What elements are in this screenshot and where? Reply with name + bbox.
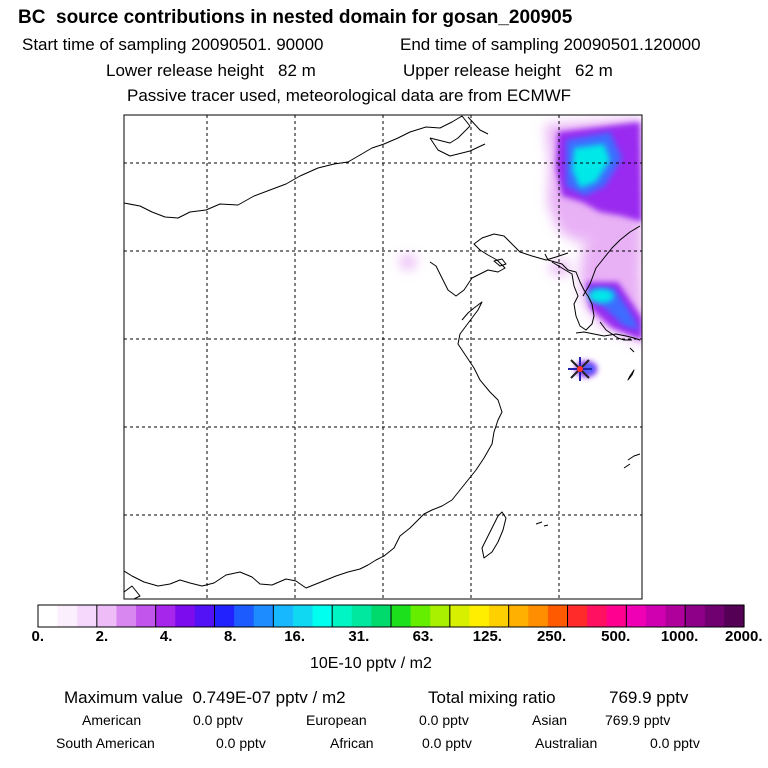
colorbar-swatch [253, 605, 274, 627]
colorbar-tick-label: 31. [348, 628, 370, 645]
colorbar-tick-label: 500. [601, 628, 631, 645]
african-label: African [330, 735, 374, 751]
colorbar-swatch [449, 605, 471, 627]
start-time-label: Start time of sampling 20090501. 90000 [22, 35, 324, 54]
colorbar-tick-label: 4. [159, 628, 173, 645]
colorbar-swatch [175, 605, 196, 627]
colorbar-swatch [685, 605, 706, 627]
colorbar-swatch [528, 605, 549, 627]
colorbar-swatch [38, 605, 59, 627]
upper-release-label: Upper release height 62 m [403, 61, 613, 80]
colorbar-swatch [312, 605, 333, 627]
lower-release-label: Lower release height 82 m [106, 61, 316, 80]
tracer-note: Passive tracer used, meteorological data… [127, 86, 572, 105]
colorbar-swatch [332, 605, 353, 627]
colorbar-tick-label: 63. [412, 628, 434, 645]
plume-core [572, 144, 614, 303]
map-title: BC source contributions in nested domain… [18, 7, 573, 28]
colorbar-swatch [234, 605, 255, 627]
max-value: Maximum value 0.749E-07 pptv / m2 [64, 688, 346, 707]
australian-label: Australian [535, 735, 598, 751]
colorbar-tick-label: 1000. [660, 628, 699, 645]
european-value: 0.0 pptv [419, 712, 469, 728]
colorbar-swatch [645, 605, 667, 627]
colorbar-tick-label: 2. [95, 628, 109, 645]
south-american-value: 0.0 pptv [216, 735, 266, 751]
colorbar-tick-label: 125. [472, 628, 502, 645]
plume-field [400, 118, 642, 377]
colorbar-swatch [155, 605, 176, 627]
star-icon [568, 357, 592, 381]
coastlines [124, 115, 641, 599]
colorbar-swatch [214, 605, 235, 627]
colorbar-tick-label: 2000. [725, 628, 763, 645]
map-frame [123, 114, 643, 600]
colorbar-swatch [547, 605, 569, 627]
colorbar-swatch [606, 605, 627, 627]
colorbar-swatch [351, 605, 372, 627]
colorbar-tick-label: 250. [536, 628, 567, 645]
european-label: European [306, 712, 367, 728]
colorbar-swatch [77, 605, 98, 627]
colorbar-tick-label: 8. [224, 628, 237, 645]
american-value: 0.0 pptv [193, 712, 243, 728]
colorbar-frame [37, 604, 745, 628]
south-american-label: South American [56, 735, 155, 751]
colorbar-swatch [194, 605, 216, 627]
map-grid [124, 115, 642, 599]
asian-label: Asian [532, 712, 568, 728]
colorbar-swatch [489, 605, 510, 627]
colorbar-swatch [587, 605, 608, 627]
colorbar-swatch [96, 605, 118, 627]
map-area [124, 115, 642, 599]
end-time-label: End time of sampling 20090501.120000 [400, 35, 701, 54]
colorbar-unit: 10E-10 pptv / m2 [310, 655, 432, 672]
colorbar-swatch [273, 605, 294, 627]
colorbar-swatch [508, 605, 529, 627]
asian-value: 769.9 pptv [605, 712, 671, 728]
colorbar [38, 605, 745, 627]
african-value: 0.0 pptv [422, 735, 472, 751]
total-mixing-value: 769.9 pptv [609, 688, 689, 707]
colorbar-swatch [371, 605, 392, 627]
colorbar-swatch [136, 605, 157, 627]
australian-value: 0.0 pptv [650, 735, 700, 751]
colorbar-swatch [665, 605, 686, 627]
colorbar-swatch [116, 605, 137, 627]
colorbar-swatch [57, 605, 78, 627]
colorbar-swatch [567, 605, 588, 627]
colorbar-swatch [724, 605, 745, 627]
colorbar-swatch [292, 605, 314, 627]
american-label: American [82, 712, 142, 728]
colorbar-swatch [410, 605, 431, 627]
colorbar-swatch [430, 605, 451, 627]
colorbar-swatch [704, 605, 725, 627]
colorbar-swatch [391, 605, 412, 627]
colorbar-tick-label: 0. [31, 628, 45, 645]
colorbar-swatch [626, 605, 647, 627]
colorbar-tick-label: 16. [284, 628, 306, 645]
total-mixing-label: Total mixing ratio [428, 688, 556, 707]
colorbar-swatch [469, 605, 490, 627]
